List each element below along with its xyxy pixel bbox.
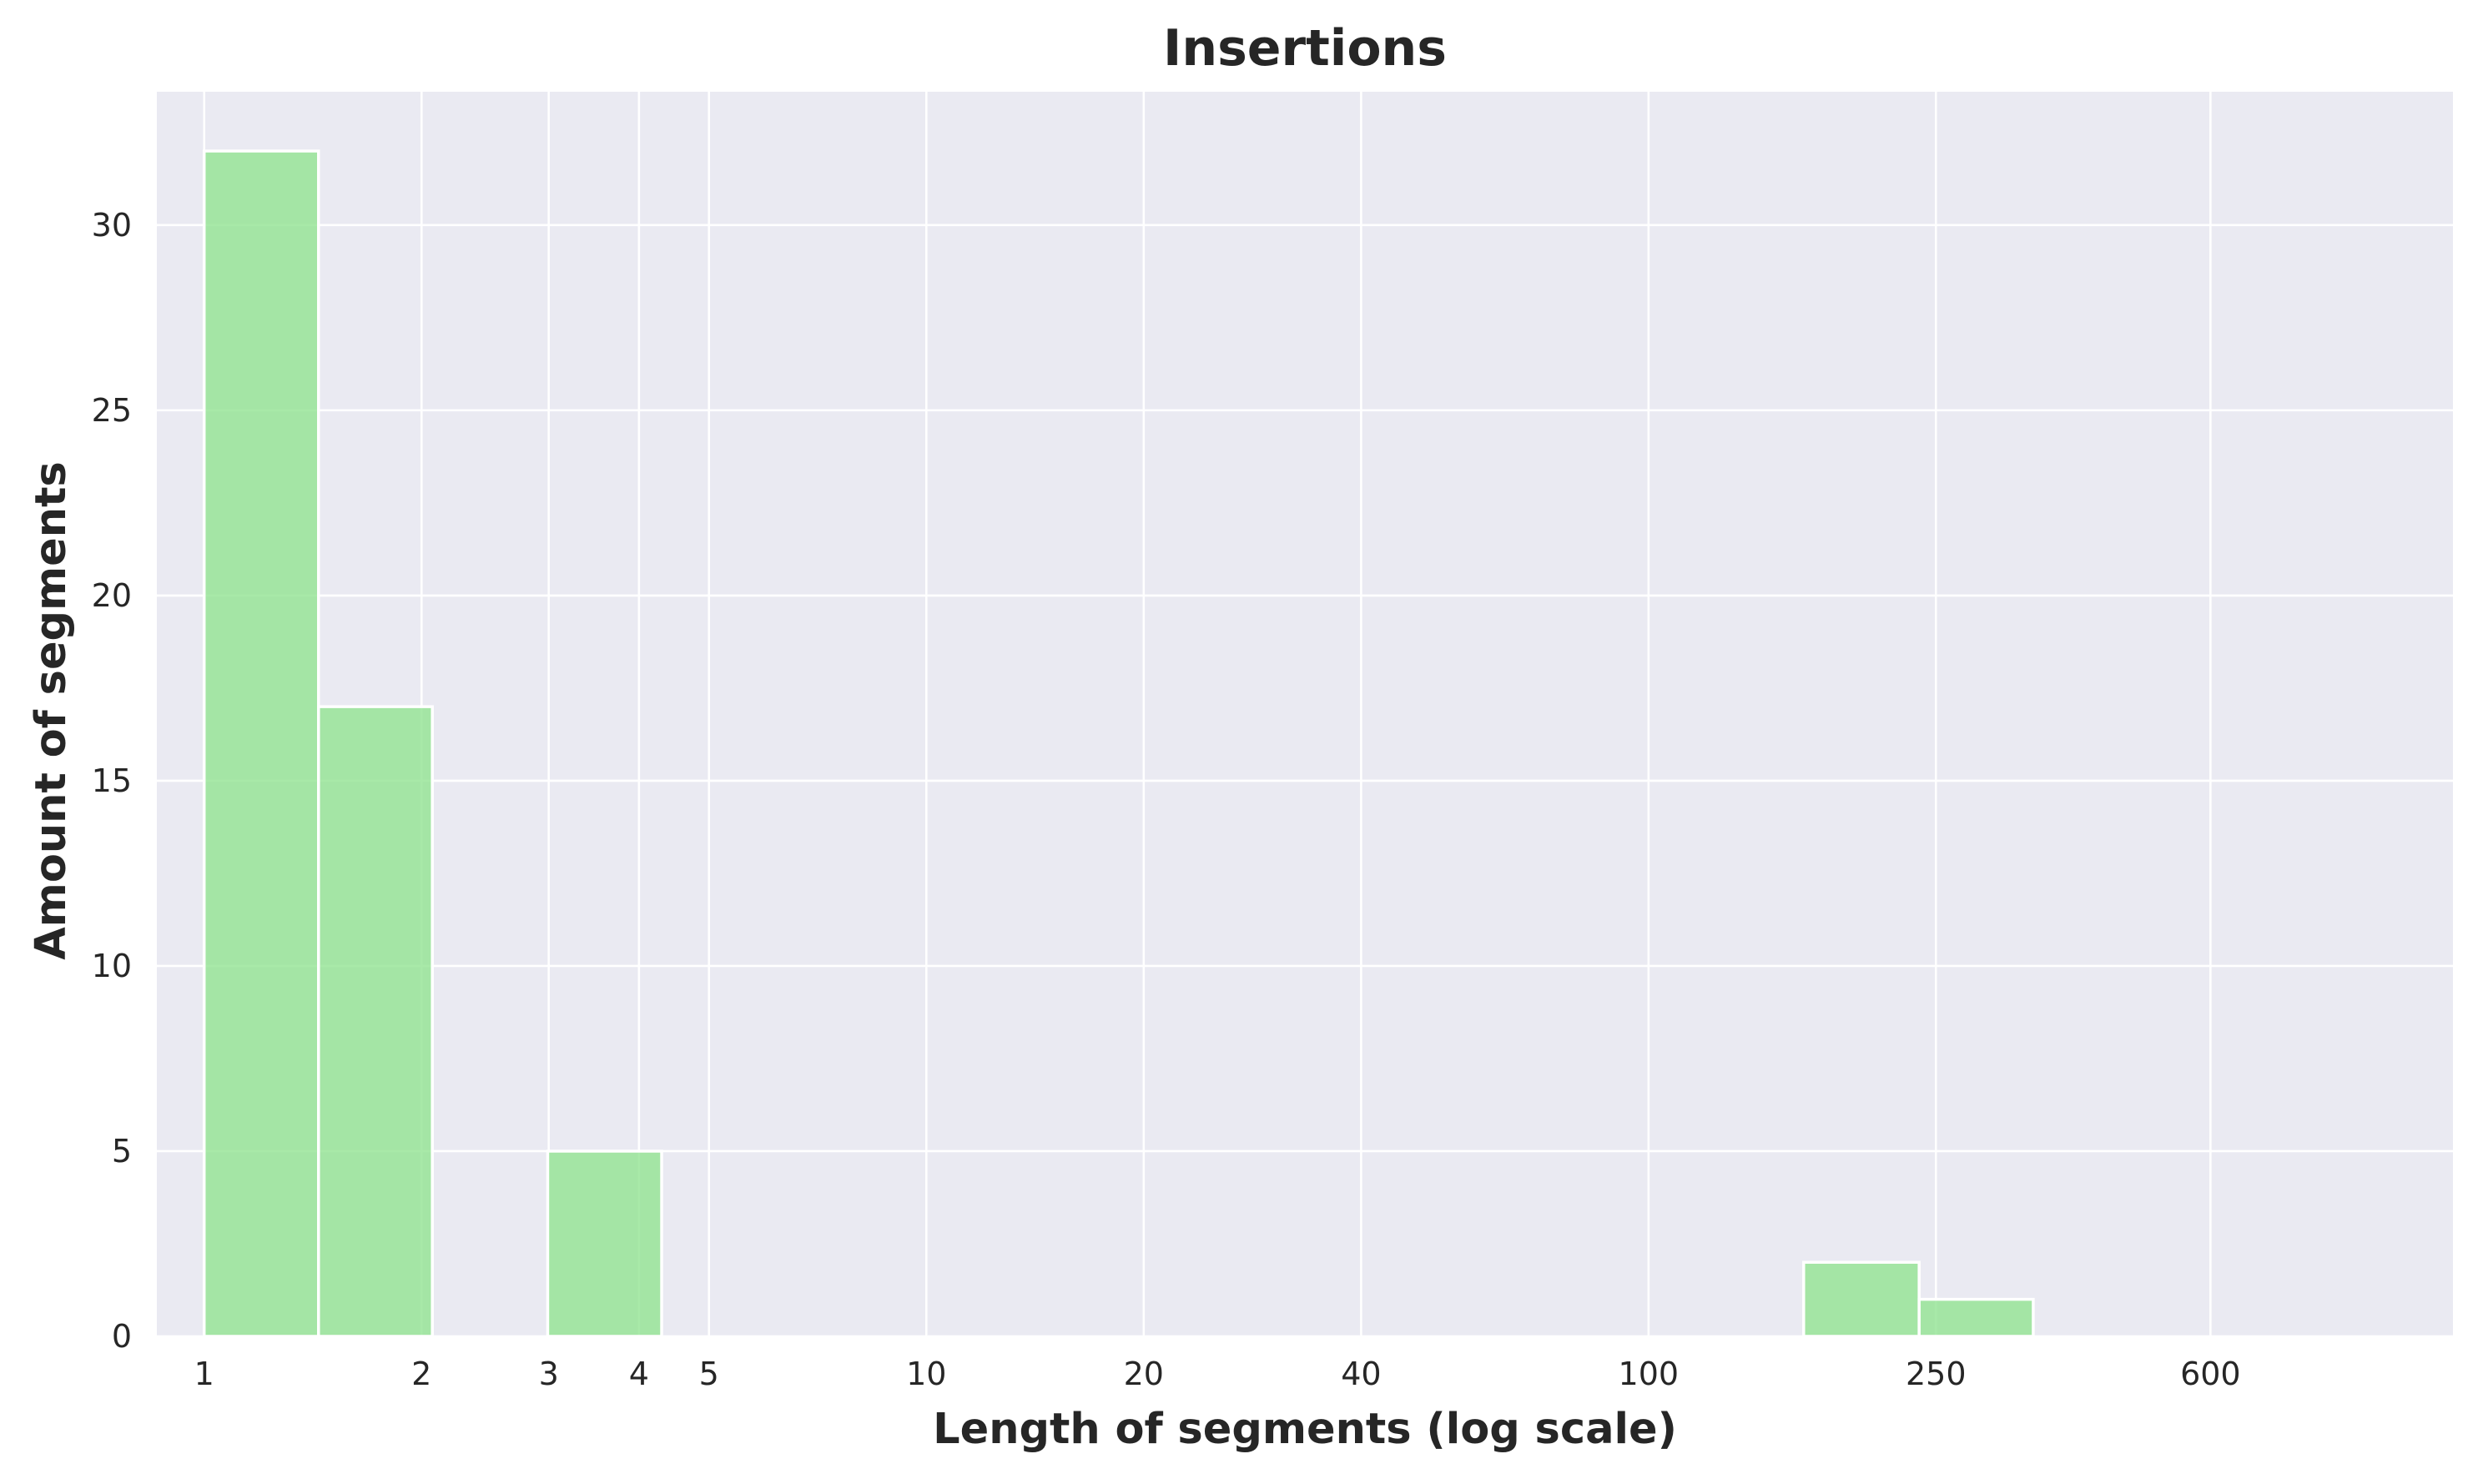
histogram-bar [202,149,320,1338]
histogram-bar [1917,1297,2035,1338]
y-tick-label: 15 [92,762,132,799]
x-tick-label: 40 [1341,1356,1381,1392]
grid-lines [157,92,2453,1338]
y-axis-label: Amount of segments [27,461,76,960]
histogram-bar [317,705,434,1338]
y-tick-label: 10 [92,948,132,984]
y-tick-label: 25 [92,392,132,429]
y-tick-label: 5 [112,1133,132,1170]
x-tick-label: 5 [699,1356,719,1392]
x-tick-label: 600 [2180,1356,2241,1392]
x-tick-label: 100 [1619,1356,1680,1392]
y-tick-label: 0 [112,1318,132,1355]
chart-title: Insertions [1163,19,1447,78]
x-tick-labels: 1 2 3 4 5 10 20 40 100 250 600 [194,1356,2241,1392]
histogram-bar [546,1149,663,1338]
x-tick-label: 20 [1124,1356,1164,1392]
x-tick-label: 1 [194,1356,214,1392]
bars [202,149,2035,1338]
x-tick-label: 4 [629,1356,649,1392]
x-tick-label: 10 [906,1356,946,1392]
x-tick-label: 2 [411,1356,431,1392]
x-axis-label: Length of segments (log scale) [933,1405,1677,1454]
y-tick-labels: 0 5 10 15 20 25 30 [92,207,132,1355]
x-tick-label: 3 [539,1356,559,1392]
histogram-bar [1802,1260,1921,1338]
x-tick-label: 250 [1906,1356,1967,1392]
plot-background [157,92,2453,1336]
y-tick-label: 30 [92,207,132,244]
y-tick-label: 20 [92,577,132,614]
